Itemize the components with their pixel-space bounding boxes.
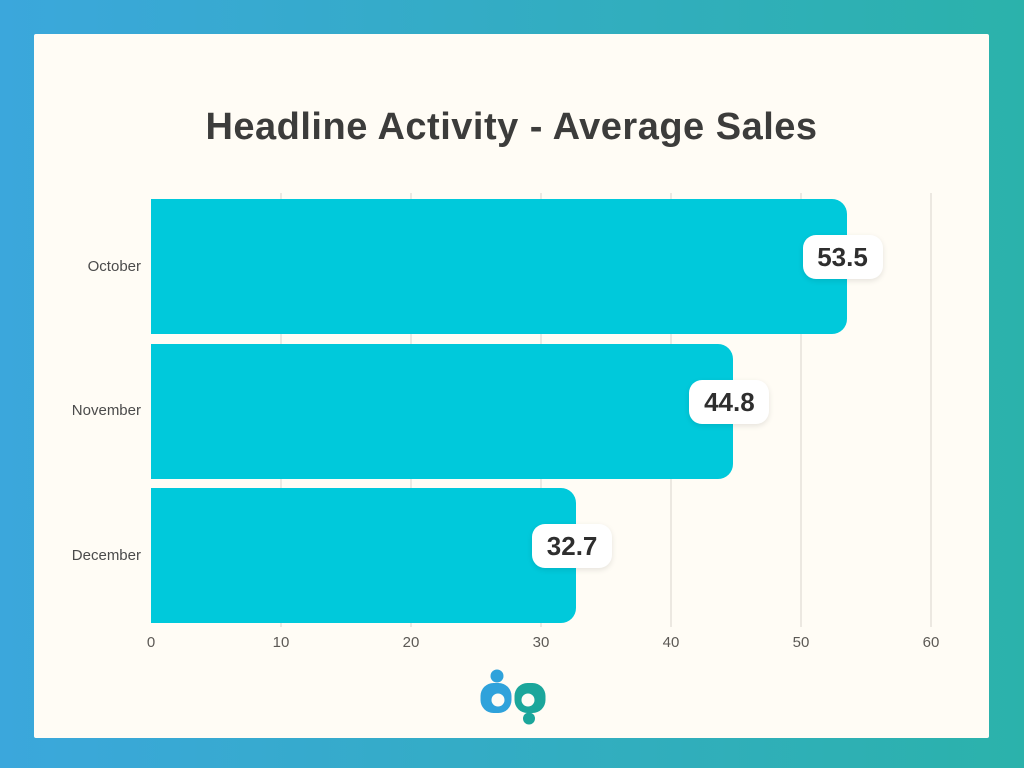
- category-label: December: [71, 546, 141, 564]
- logo-letter-b: [480, 683, 511, 713]
- logo-dot-bottom: [522, 712, 535, 725]
- bar-value-badge: 44.8: [689, 379, 770, 424]
- chart-card: Headline Activity - Average Sales 0 10 20 3…: [34, 34, 989, 738]
- chart-title: Headline Activity - Average Sales: [205, 106, 818, 148]
- bar-value-badge: 53.5: [802, 235, 883, 279]
- bar-november: [151, 343, 734, 479]
- gridline: [800, 193, 802, 627]
- category-label: October: [87, 257, 141, 275]
- bp-logo: [478, 668, 546, 730]
- x-tick-label: 50: [792, 634, 810, 651]
- logo-dot-top: [490, 669, 503, 683]
- bar-value-badge: 32.7: [532, 524, 613, 568]
- x-tick-label: 10: [272, 634, 290, 651]
- bar-october: [151, 199, 847, 334]
- x-tick-label: 30: [532, 634, 550, 651]
- bar-chart-plot: 0 10 20 30 40 50 60 October 53.5 November 44.8 Dece…: [72, 193, 939, 651]
- x-tick-label: 60: [922, 634, 940, 651]
- logo-letter-p: [514, 683, 545, 713]
- gridline: [930, 193, 932, 627]
- bar-december: [151, 488, 577, 623]
- x-tick-label: 0: [146, 634, 156, 651]
- category-label: November: [71, 402, 141, 419]
- bp-logo-graphic: [480, 669, 545, 725]
- x-tick-label: 20: [402, 634, 420, 651]
- x-tick-label: 40: [662, 634, 680, 651]
